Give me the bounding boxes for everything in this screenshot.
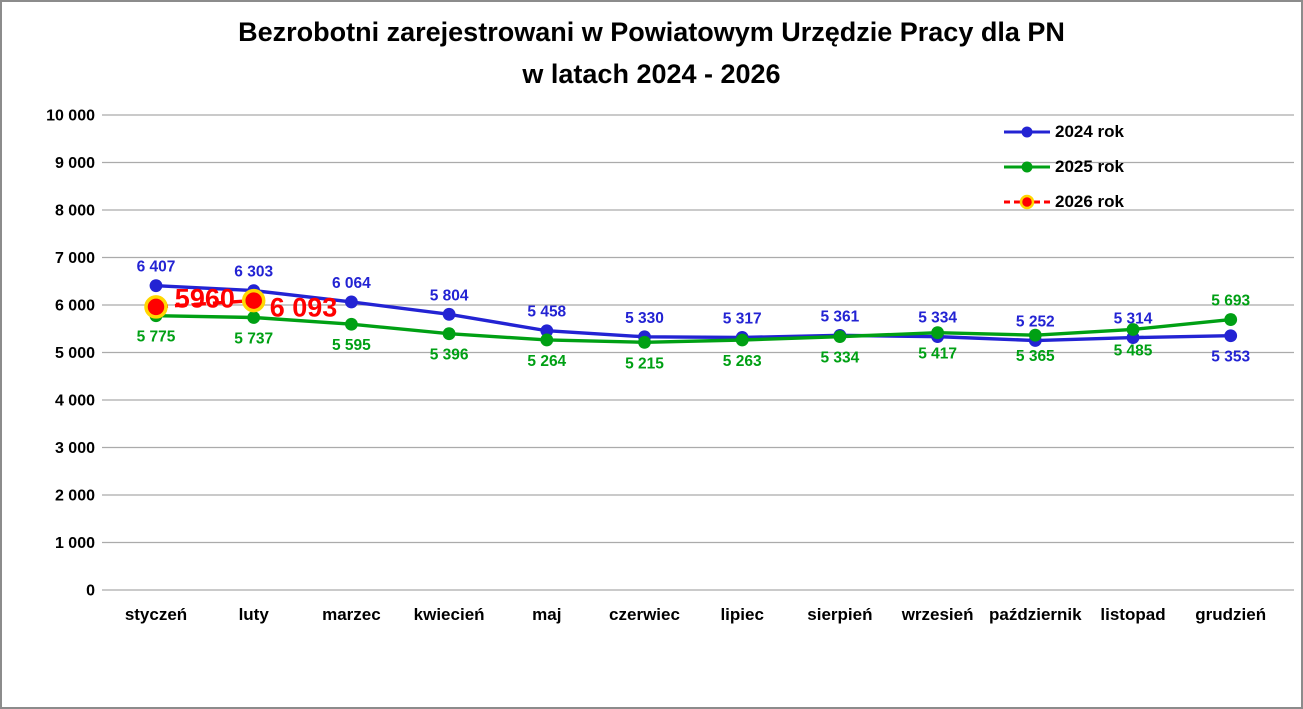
data-point-2026-luty: [241, 288, 266, 313]
data-label-2024-wrzesień: 5 334: [918, 310, 957, 327]
data-point-2026-styczeń: [144, 295, 168, 319]
data-label-2026-luty: 6 093: [270, 293, 338, 323]
data-point-2024-marzec: [345, 295, 358, 309]
x-axis-label-sierpień: sierpień: [807, 605, 872, 624]
data-point-2025-wrzesień: [931, 326, 944, 340]
data-label-2025-wrzesień: 5 417: [918, 346, 957, 363]
data-label-2024-marzec: 6 064: [332, 275, 371, 292]
data-point-2025-marzec: [345, 317, 358, 331]
data-label-2025-marzec: 5 595: [332, 337, 371, 354]
data-point-2025-grudzień: [1224, 313, 1238, 326]
legend-dot: [1021, 161, 1033, 172]
data-label-2025-kwiecień: 5 396: [430, 347, 469, 364]
chart-title-line2: w latach 2024 - 2026: [522, 59, 781, 89]
x-axis-label-październik: październik: [989, 605, 1082, 624]
series-line-2026: [155, 298, 254, 309]
data-label-2025-grudzień: 5 693: [1211, 293, 1250, 310]
data-label-2025-luty: 5 737: [234, 330, 273, 347]
data-point-2025-lipiec: [735, 333, 749, 347]
x-axis-label-kwiecień: kwiecień: [414, 605, 485, 624]
data-label-2025-październik: 5 365: [1016, 348, 1055, 365]
legend-item-2025: 2025 rok: [1003, 149, 1124, 184]
y-axis-tick-label: 9 000: [55, 155, 95, 172]
data-label-2025-lipiec: 5 263: [723, 353, 762, 370]
data-label-2025-listopad: 5 485: [1114, 342, 1153, 359]
data-label-2024-luty: 6 303: [234, 264, 273, 281]
x-axis-label-maj: maj: [532, 605, 561, 624]
data-label-2024-kwiecień: 5 804: [430, 287, 469, 304]
data-label-2024-maj: 5 458: [527, 304, 566, 321]
data-label-2024-listopad: 5 314: [1114, 311, 1153, 328]
data-label-2026-styczeń: 5960: [175, 284, 235, 314]
data-point-2025-czerwiec: [638, 335, 651, 349]
data-point-2025-październik: [1028, 328, 1042, 342]
y-axis-tick-label: 6 000: [55, 298, 95, 315]
x-axis-label-marzec: marzec: [322, 605, 381, 624]
data-point-2025-sierpień: [833, 330, 847, 344]
legend-marker-2024-icon: [1004, 126, 1050, 137]
y-axis-tick-label: 0: [86, 583, 95, 600]
legend-label-2025: 2025 rok: [1055, 156, 1124, 176]
x-axis-label-czerwiec: czerwiec: [609, 605, 680, 624]
y-axis-tick-label: 5 000: [55, 345, 95, 362]
data-label-2024-październik: 5 252: [1016, 314, 1055, 331]
legend-marker-2025-icon: [1004, 161, 1050, 172]
legend: 2024 rok 2025 rok 2026 rok: [1003, 114, 1124, 219]
series-line-2024: [155, 283, 1231, 343]
x-axis-label-grudzień: grudzień: [1195, 605, 1266, 624]
data-label-2024-sierpień: 5 361: [821, 308, 860, 325]
x-axis-label-listopad: listopad: [1100, 605, 1165, 624]
chart-title-line1: Bezrobotni zarejestrowani w Powiatowym U…: [238, 17, 1065, 47]
data-point-2025-kwiecień: [442, 327, 456, 341]
x-axis-label-styczeń: styczeń: [125, 605, 187, 624]
legend-item-2024: 2024 rok: [1003, 114, 1124, 149]
x-axis-label-luty: luty: [239, 605, 270, 624]
y-axis-tick-label: 1 000: [55, 535, 95, 552]
y-axis-tick-label: 10 000: [46, 108, 95, 125]
series-line-2025: [155, 313, 1231, 344]
data-label-2025-maj: 5 264: [527, 353, 566, 370]
data-point-2024-kwiecień: [442, 307, 456, 321]
y-axis-tick-label: 8 000: [55, 203, 95, 220]
data-label-2024-lipiec: 5 317: [723, 310, 762, 327]
chart-title: Bezrobotni zarejestrowani w Powiatowym U…: [2, 11, 1301, 95]
legend-label-2024: 2024 rok: [1055, 121, 1124, 141]
legend-item-2026: 2026 rok: [1003, 184, 1124, 219]
data-label-2025-czerwiec: 5 215: [625, 355, 664, 372]
y-axis-tick-label: 4 000: [55, 393, 95, 410]
legend-dot: [1019, 194, 1035, 209]
y-axis-tick-label: 2 000: [55, 488, 95, 505]
data-label-2024-grudzień: 5 353: [1211, 349, 1250, 366]
x-axis-label-lipiec: lipiec: [720, 605, 763, 624]
x-axis-label-wrzesień: wrzesień: [901, 605, 974, 624]
data-label-2025-sierpień: 5 334: [821, 350, 860, 367]
data-point-2025-maj: [540, 333, 554, 347]
data-point-2024-grudzień: [1224, 329, 1238, 343]
legend-dot: [1021, 126, 1033, 137]
y-axis-tick-label: 3 000: [55, 440, 95, 457]
data-label-2025-styczeń: 5 775: [137, 329, 176, 346]
legend-label-2026: 2026 rok: [1055, 191, 1124, 211]
y-axis-tick-label: 7 000: [55, 250, 95, 267]
data-label-2024-czerwiec: 5 330: [625, 310, 664, 327]
legend-marker-2026-icon: [1004, 194, 1050, 209]
data-point-2025-luty: [247, 311, 261, 324]
data-label-2024-styczeń: 6 407: [137, 259, 176, 276]
data-point-2024-maj: [540, 324, 554, 338]
data-point-2025-listopad: [1126, 323, 1140, 336]
data-point-2024-styczeń: [149, 279, 163, 293]
